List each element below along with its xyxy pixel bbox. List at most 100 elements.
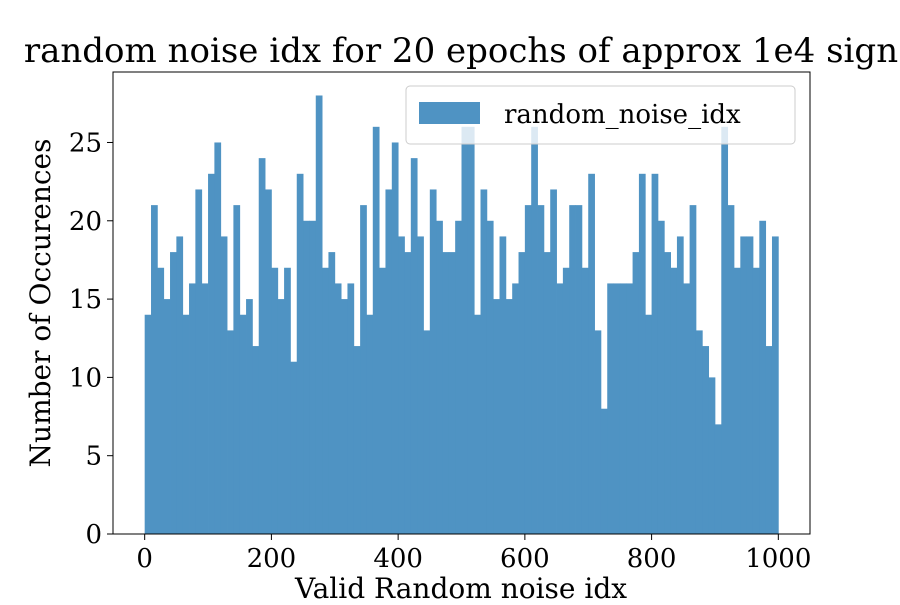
histogram-bar <box>569 205 576 534</box>
histogram-bar <box>303 220 310 534</box>
x-tick-label: 200 <box>247 544 297 574</box>
histogram-bar <box>284 267 291 534</box>
histogram-bar <box>182 314 190 534</box>
histogram-bar <box>246 299 253 534</box>
histogram-bar <box>689 205 697 534</box>
plot-frame <box>112 71 811 535</box>
histogram-bar <box>385 189 393 534</box>
histogram-bar <box>296 173 304 534</box>
histogram-bar <box>626 283 633 534</box>
histogram-bar <box>588 173 595 534</box>
histogram-bar <box>727 205 735 534</box>
histogram-bar <box>201 283 209 534</box>
histogram-bar <box>702 346 710 534</box>
histogram-bar <box>531 126 538 534</box>
y-axis-label: Number of Occurences <box>24 139 57 468</box>
histogram-bar <box>733 267 741 534</box>
histogram-bar <box>486 220 494 534</box>
y-tick-label: 5 <box>85 442 102 472</box>
histogram-bar <box>277 299 285 534</box>
x-tick-label: 400 <box>373 544 423 574</box>
legend: random_noise_idx <box>405 85 796 145</box>
histogram-bar <box>170 252 177 535</box>
histogram-bar <box>227 330 234 534</box>
histogram-bar <box>721 126 729 534</box>
histogram-bar <box>651 173 659 534</box>
histogram-bar <box>695 330 703 534</box>
x-axis-ticks: 0 200 400 600 800 1000 <box>136 534 811 574</box>
histogram-bar <box>556 283 564 534</box>
histogram-bar <box>480 189 488 534</box>
histogram-bar <box>265 189 272 534</box>
histogram-bar <box>594 330 602 534</box>
histogram-bar <box>543 252 551 535</box>
histogram-bar <box>163 299 171 534</box>
histogram-bar <box>676 236 684 534</box>
histogram-bar <box>372 126 380 534</box>
histogram-bar <box>448 252 456 535</box>
histogram-bar <box>575 205 583 534</box>
histogram-bar <box>657 220 665 534</box>
histogram-bar <box>550 189 557 534</box>
histogram-bar <box>404 252 412 535</box>
histogram-bar <box>208 173 215 534</box>
x-tick-label: 600 <box>500 544 550 574</box>
histogram-bar <box>189 283 196 534</box>
x-tick-label: 0 <box>136 544 153 574</box>
histogram-bar <box>214 142 222 534</box>
histogram-bar <box>638 173 646 534</box>
histogram-bar <box>512 283 519 534</box>
histogram-bar <box>271 267 279 534</box>
histogram-bar <box>442 252 450 535</box>
histogram-bar <box>334 283 342 534</box>
legend-frame <box>405 85 796 145</box>
histogram-bar <box>752 267 760 534</box>
histogram-bar <box>461 126 469 534</box>
histogram-bar <box>233 205 241 534</box>
histogram-bar <box>309 220 317 534</box>
histogram-bar <box>765 346 773 534</box>
histogram-bar <box>607 283 614 534</box>
histogram-bar <box>581 267 589 534</box>
histogram-bar <box>683 283 691 534</box>
histogram-bar <box>220 236 228 534</box>
histogram-bar <box>290 361 298 534</box>
y-tick-label: 10 <box>69 363 102 393</box>
histogram-bar <box>499 236 507 534</box>
histogram-bar <box>252 346 260 534</box>
histogram-bar <box>467 126 475 534</box>
histogram-bar <box>360 205 367 534</box>
histogram-bar <box>239 314 247 534</box>
histogram-bar <box>771 236 779 534</box>
y-axis-ticks: 0 5 10 15 20 25 <box>69 128 113 550</box>
histogram-bar <box>524 205 532 534</box>
histogram-bar <box>746 236 754 534</box>
x-tick-label: 800 <box>627 544 677 574</box>
histogram-bar <box>423 330 431 534</box>
histogram-bar <box>619 283 627 534</box>
histogram-bar <box>315 95 323 535</box>
histogram-bar <box>151 205 158 534</box>
histogram-bar <box>613 283 621 534</box>
histogram-bar <box>398 236 405 534</box>
histogram-bar <box>176 236 184 534</box>
histogram-bar <box>455 220 462 534</box>
histogram-bar <box>708 377 716 534</box>
legend-swatch <box>419 102 480 124</box>
y-tick-label: 15 <box>69 285 102 315</box>
x-tick-label: 1000 <box>745 544 811 574</box>
histogram-bar <box>410 158 418 534</box>
histogram-bar <box>328 252 336 535</box>
histogram-bar <box>505 299 513 534</box>
histogram-bar <box>322 267 329 534</box>
histogram-bar <box>341 299 348 534</box>
x-axis-label: Valid Random noise idx <box>294 572 627 600</box>
histogram-bar <box>347 283 355 534</box>
legend-label: random_noise_idx <box>504 100 741 130</box>
histogram-bar <box>714 424 722 534</box>
histogram-bar <box>562 267 570 534</box>
y-tick-label: 25 <box>69 128 102 158</box>
histogram-bar <box>144 314 152 534</box>
